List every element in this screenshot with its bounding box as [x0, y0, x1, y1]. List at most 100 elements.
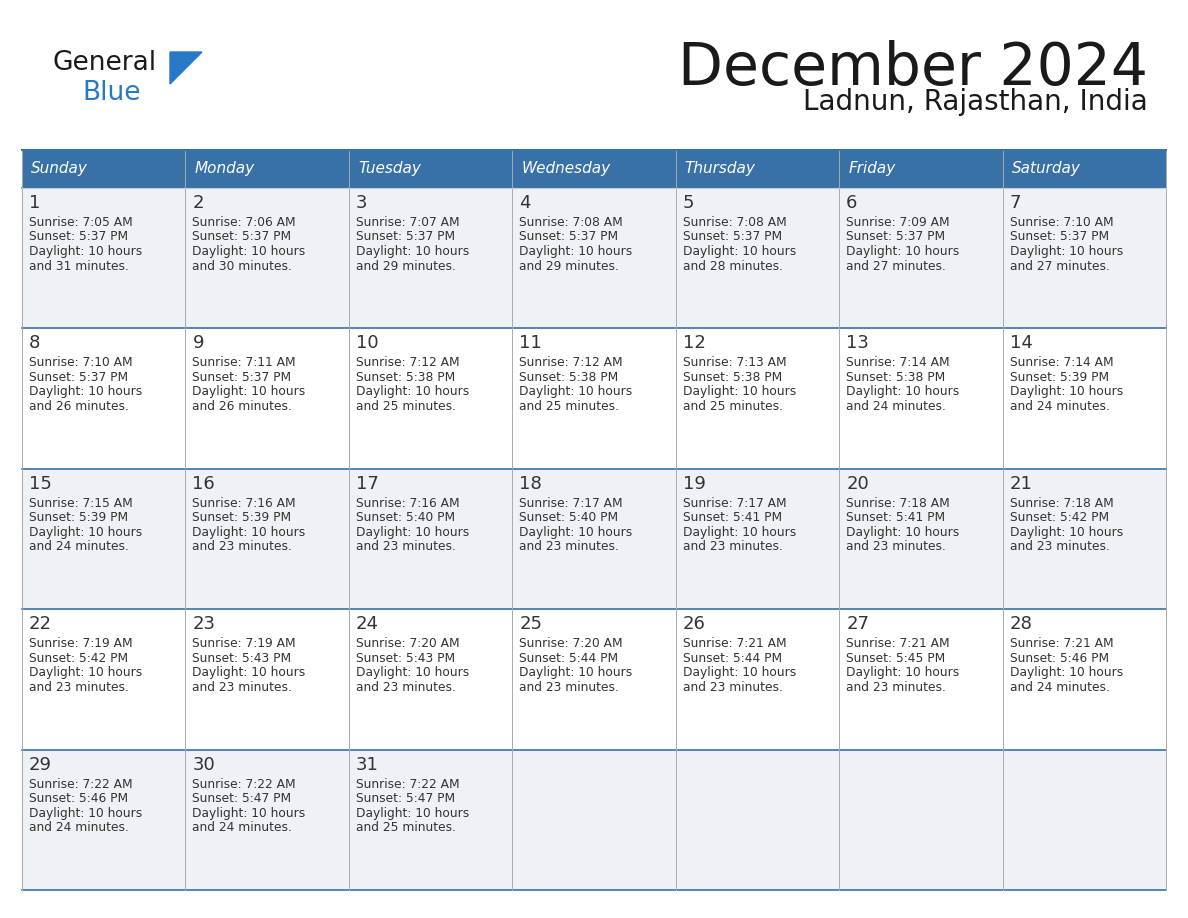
Text: 24: 24: [356, 615, 379, 633]
Text: 29: 29: [29, 756, 52, 774]
Text: Sunset: 5:41 PM: Sunset: 5:41 PM: [846, 511, 946, 524]
Text: Sunset: 5:47 PM: Sunset: 5:47 PM: [356, 792, 455, 805]
Bar: [185, 150, 349, 188]
Text: Sunset: 5:46 PM: Sunset: 5:46 PM: [29, 792, 128, 805]
Text: Sunrise: 7:21 AM: Sunrise: 7:21 AM: [846, 637, 949, 650]
Text: Daylight: 10 hours: Daylight: 10 hours: [29, 526, 143, 539]
Text: and 25 minutes.: and 25 minutes.: [356, 821, 456, 834]
Text: Sunset: 5:37 PM: Sunset: 5:37 PM: [29, 371, 128, 384]
Bar: [676, 750, 839, 890]
Text: Sunset: 5:39 PM: Sunset: 5:39 PM: [192, 511, 291, 524]
Bar: [839, 188, 1003, 329]
Text: 11: 11: [519, 334, 542, 353]
Text: Sunset: 5:37 PM: Sunset: 5:37 PM: [1010, 230, 1108, 243]
Text: Daylight: 10 hours: Daylight: 10 hours: [192, 526, 305, 539]
Text: and 23 minutes.: and 23 minutes.: [846, 681, 946, 694]
Text: Sunset: 5:44 PM: Sunset: 5:44 PM: [519, 652, 619, 665]
Text: and 25 minutes.: and 25 minutes.: [519, 400, 619, 413]
Text: 13: 13: [846, 334, 868, 353]
Bar: [23, 329, 185, 469]
Text: 2: 2: [192, 194, 204, 212]
Bar: [1003, 188, 1165, 329]
Bar: [676, 610, 839, 750]
Bar: [839, 329, 1003, 469]
Text: Sunrise: 7:16 AM: Sunrise: 7:16 AM: [192, 497, 296, 509]
Bar: [676, 150, 839, 188]
Text: Daylight: 10 hours: Daylight: 10 hours: [192, 666, 305, 679]
Text: Sunrise: 7:14 AM: Sunrise: 7:14 AM: [1010, 356, 1113, 369]
Text: and 25 minutes.: and 25 minutes.: [683, 400, 783, 413]
Text: Daylight: 10 hours: Daylight: 10 hours: [29, 666, 143, 679]
Text: 23: 23: [192, 615, 215, 633]
Text: Ladnun, Rajasthan, India: Ladnun, Rajasthan, India: [803, 88, 1148, 116]
Text: Sunset: 5:42 PM: Sunset: 5:42 PM: [1010, 511, 1108, 524]
Text: Sunset: 5:38 PM: Sunset: 5:38 PM: [846, 371, 946, 384]
Bar: [349, 188, 512, 329]
Text: Daylight: 10 hours: Daylight: 10 hours: [192, 386, 305, 398]
Text: Sunrise: 7:19 AM: Sunrise: 7:19 AM: [29, 637, 133, 650]
Text: and 23 minutes.: and 23 minutes.: [192, 541, 292, 554]
Text: 14: 14: [1010, 334, 1032, 353]
Bar: [512, 329, 676, 469]
Text: Sunrise: 7:12 AM: Sunrise: 7:12 AM: [356, 356, 460, 369]
Text: Sunset: 5:37 PM: Sunset: 5:37 PM: [683, 230, 782, 243]
Text: 7: 7: [1010, 194, 1020, 212]
Text: and 27 minutes.: and 27 minutes.: [846, 260, 946, 273]
Bar: [349, 750, 512, 890]
Text: 19: 19: [683, 475, 706, 493]
Bar: [23, 750, 185, 890]
Text: 5: 5: [683, 194, 694, 212]
Text: and 31 minutes.: and 31 minutes.: [29, 260, 128, 273]
Text: and 23 minutes.: and 23 minutes.: [683, 681, 783, 694]
Text: Sunrise: 7:05 AM: Sunrise: 7:05 AM: [29, 216, 133, 229]
Bar: [23, 610, 185, 750]
Text: and 24 minutes.: and 24 minutes.: [29, 821, 128, 834]
Text: 18: 18: [519, 475, 542, 493]
Text: and 27 minutes.: and 27 minutes.: [1010, 260, 1110, 273]
Text: and 24 minutes.: and 24 minutes.: [29, 541, 128, 554]
Text: Daylight: 10 hours: Daylight: 10 hours: [846, 245, 960, 258]
Text: Sunset: 5:40 PM: Sunset: 5:40 PM: [519, 511, 619, 524]
Bar: [676, 188, 839, 329]
Text: Sunrise: 7:22 AM: Sunrise: 7:22 AM: [29, 778, 133, 790]
Text: and 23 minutes.: and 23 minutes.: [356, 681, 456, 694]
Text: Sunrise: 7:10 AM: Sunrise: 7:10 AM: [29, 356, 133, 369]
Text: Daylight: 10 hours: Daylight: 10 hours: [29, 807, 143, 820]
Text: and 28 minutes.: and 28 minutes.: [683, 260, 783, 273]
Text: Sunset: 5:46 PM: Sunset: 5:46 PM: [1010, 652, 1108, 665]
Text: Sunset: 5:41 PM: Sunset: 5:41 PM: [683, 511, 782, 524]
Bar: [349, 610, 512, 750]
Text: Sunset: 5:43 PM: Sunset: 5:43 PM: [192, 652, 291, 665]
Bar: [185, 750, 349, 890]
Text: Sunset: 5:37 PM: Sunset: 5:37 PM: [192, 371, 291, 384]
Text: 25: 25: [519, 615, 542, 633]
Bar: [512, 610, 676, 750]
Text: Sunrise: 7:21 AM: Sunrise: 7:21 AM: [1010, 637, 1113, 650]
Bar: [349, 329, 512, 469]
Text: Daylight: 10 hours: Daylight: 10 hours: [519, 245, 632, 258]
Text: Daylight: 10 hours: Daylight: 10 hours: [683, 245, 796, 258]
Text: and 23 minutes.: and 23 minutes.: [683, 541, 783, 554]
Bar: [1003, 469, 1165, 610]
Text: 26: 26: [683, 615, 706, 633]
Bar: [512, 750, 676, 890]
Bar: [839, 469, 1003, 610]
Text: 12: 12: [683, 334, 706, 353]
Text: 20: 20: [846, 475, 868, 493]
Bar: [1003, 150, 1165, 188]
Bar: [185, 610, 349, 750]
Bar: [23, 188, 185, 329]
Text: Daylight: 10 hours: Daylight: 10 hours: [846, 666, 960, 679]
Text: Daylight: 10 hours: Daylight: 10 hours: [192, 807, 305, 820]
Text: and 24 minutes.: and 24 minutes.: [1010, 681, 1110, 694]
Text: Sunrise: 7:09 AM: Sunrise: 7:09 AM: [846, 216, 949, 229]
Bar: [676, 469, 839, 610]
Text: and 26 minutes.: and 26 minutes.: [192, 400, 292, 413]
Bar: [349, 469, 512, 610]
Text: and 23 minutes.: and 23 minutes.: [29, 681, 128, 694]
Bar: [185, 469, 349, 610]
Text: 22: 22: [29, 615, 52, 633]
Text: Tuesday: Tuesday: [358, 162, 421, 176]
Bar: [512, 469, 676, 610]
Text: Daylight: 10 hours: Daylight: 10 hours: [1010, 526, 1123, 539]
